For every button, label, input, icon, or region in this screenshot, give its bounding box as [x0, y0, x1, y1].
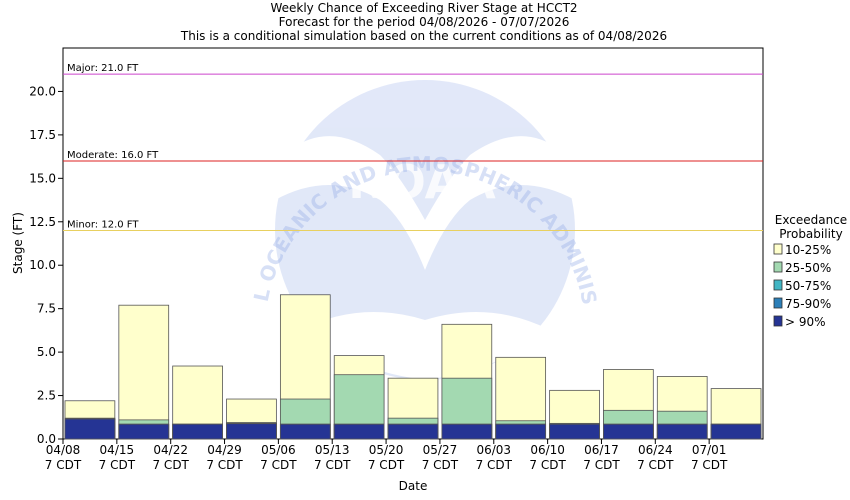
- x-tick-tz-10: 7 CDT: [583, 458, 620, 472]
- bar--90--7: [441, 423, 493, 440]
- x-tick-tz-8: 7 CDT: [476, 458, 513, 472]
- x-tick-date-11: 06/24: [638, 443, 673, 457]
- x-tick-tz-6: 7 CDT: [368, 458, 405, 472]
- chart-title: Weekly Chance of Exceeding River Stage a…: [270, 1, 577, 15]
- x-tick-tz-5: 7 CDT: [314, 458, 351, 472]
- x-tick-date-5: 05/13: [315, 443, 350, 457]
- y-tick-label-0: 0.0: [37, 432, 56, 446]
- legend-swatch-4: [773, 315, 783, 327]
- legend-swatch-1: [773, 261, 783, 273]
- x-tick-date-12: 07/01: [692, 443, 727, 457]
- bar--90--1: [118, 423, 170, 440]
- x-tick-date-2: 04/22: [153, 443, 188, 457]
- bar--90--11: [656, 423, 708, 440]
- y-axis: 0.0 2.5 5.0 7.5 10.0 12.5 15.0 17.5 20.0: [29, 84, 63, 446]
- legend-swatch-0: [773, 243, 783, 255]
- x-tick-date-10: 06/17: [584, 443, 619, 457]
- x-tick-date-1: 04/15: [100, 443, 135, 457]
- legend-label-0: 10-25%: [785, 243, 831, 257]
- x-tick-tz-1: 7 CDT: [99, 458, 136, 472]
- x-tick-tz-11: 7 CDT: [637, 458, 674, 472]
- y-tick-label-1: 2.5: [37, 389, 56, 403]
- x-tick-tz-7: 7 CDT: [422, 458, 459, 472]
- x-tick-date-0: 04/08: [46, 443, 81, 457]
- y-tick-label-5: 12.5: [29, 215, 56, 229]
- bar--90--12: [710, 423, 762, 440]
- legend-label-2: 50-75%: [785, 279, 831, 293]
- legend: Exceedance Probability 10-25% 25-50% 50-75…: [773, 213, 847, 329]
- bar--90--9: [549, 423, 600, 440]
- x-tick-date-8: 06/03: [476, 443, 511, 457]
- x-tick-tz-9: 7 CDT: [529, 458, 566, 472]
- threshold-label-2: Minor: 12.0 FT: [67, 219, 139, 230]
- legend-label-1: 25-50%: [785, 261, 831, 275]
- threshold-label-0: Major: 21.0 FT: [67, 63, 139, 74]
- bar--90--0: [64, 418, 116, 440]
- legend-title-line1: Exceedance: [775, 213, 847, 227]
- bar--90--6: [387, 423, 439, 440]
- y-tick-label-6: 15.0: [29, 171, 56, 185]
- stacked-bars: [64, 294, 762, 440]
- noaa-watermark-wordmark: NOAA: [348, 155, 496, 209]
- legend-label-3: 75-90%: [785, 297, 831, 311]
- x-tick-date-4: 05/06: [261, 443, 296, 457]
- chart-subtitle-conditions: This is a conditional simulation based o…: [180, 29, 667, 43]
- legend-label-4: > 90%: [785, 315, 826, 329]
- x-tick-date-6: 05/20: [369, 443, 404, 457]
- legend-swatch-2: [773, 279, 783, 291]
- threshold-label-1: Moderate: 16.0 FT: [67, 150, 159, 161]
- x-tick-date-9: 06/10: [530, 443, 565, 457]
- x-tick-date-7: 05/27: [423, 443, 458, 457]
- bar--90--8: [495, 423, 547, 440]
- y-tick-label-8: 20.0: [29, 84, 56, 98]
- y-tick-label-7: 17.5: [29, 128, 56, 142]
- y-tick-label-3: 7.5: [37, 302, 56, 316]
- x-tick-tz-2: 7 CDT: [152, 458, 189, 472]
- bar--90--2: [172, 423, 223, 440]
- y-tick-label-2: 5.0: [37, 345, 56, 359]
- y-tick-label-4: 10.0: [29, 258, 56, 272]
- bar--90--4: [279, 423, 331, 440]
- x-tick-tz-4: 7 CDT: [260, 458, 297, 472]
- y-axis-title: Stage (FT): [11, 212, 25, 274]
- chart-subtitle-period: Forecast for the period 04/08/2026 - 07/…: [279, 15, 570, 29]
- x-axis-title: Date: [399, 479, 428, 493]
- bar-10-25--1: [118, 304, 170, 440]
- legend-title-line2: Probability: [779, 227, 842, 241]
- bar--90--5: [333, 423, 385, 440]
- x-tick-tz-3: 7 CDT: [206, 458, 243, 472]
- x-tick-tz-12: 7 CDT: [691, 458, 728, 472]
- legend-swatch-3: [773, 297, 783, 309]
- bar--90--3: [226, 423, 277, 440]
- x-tick-date-3: 04/29: [207, 443, 242, 457]
- x-tick-tz-0: 7 CDT: [45, 458, 82, 472]
- bar--90--10: [603, 423, 654, 440]
- threshold-lines: Major: 21.0 FT Moderate: 16.0 FT Minor: 12…: [63, 63, 763, 231]
